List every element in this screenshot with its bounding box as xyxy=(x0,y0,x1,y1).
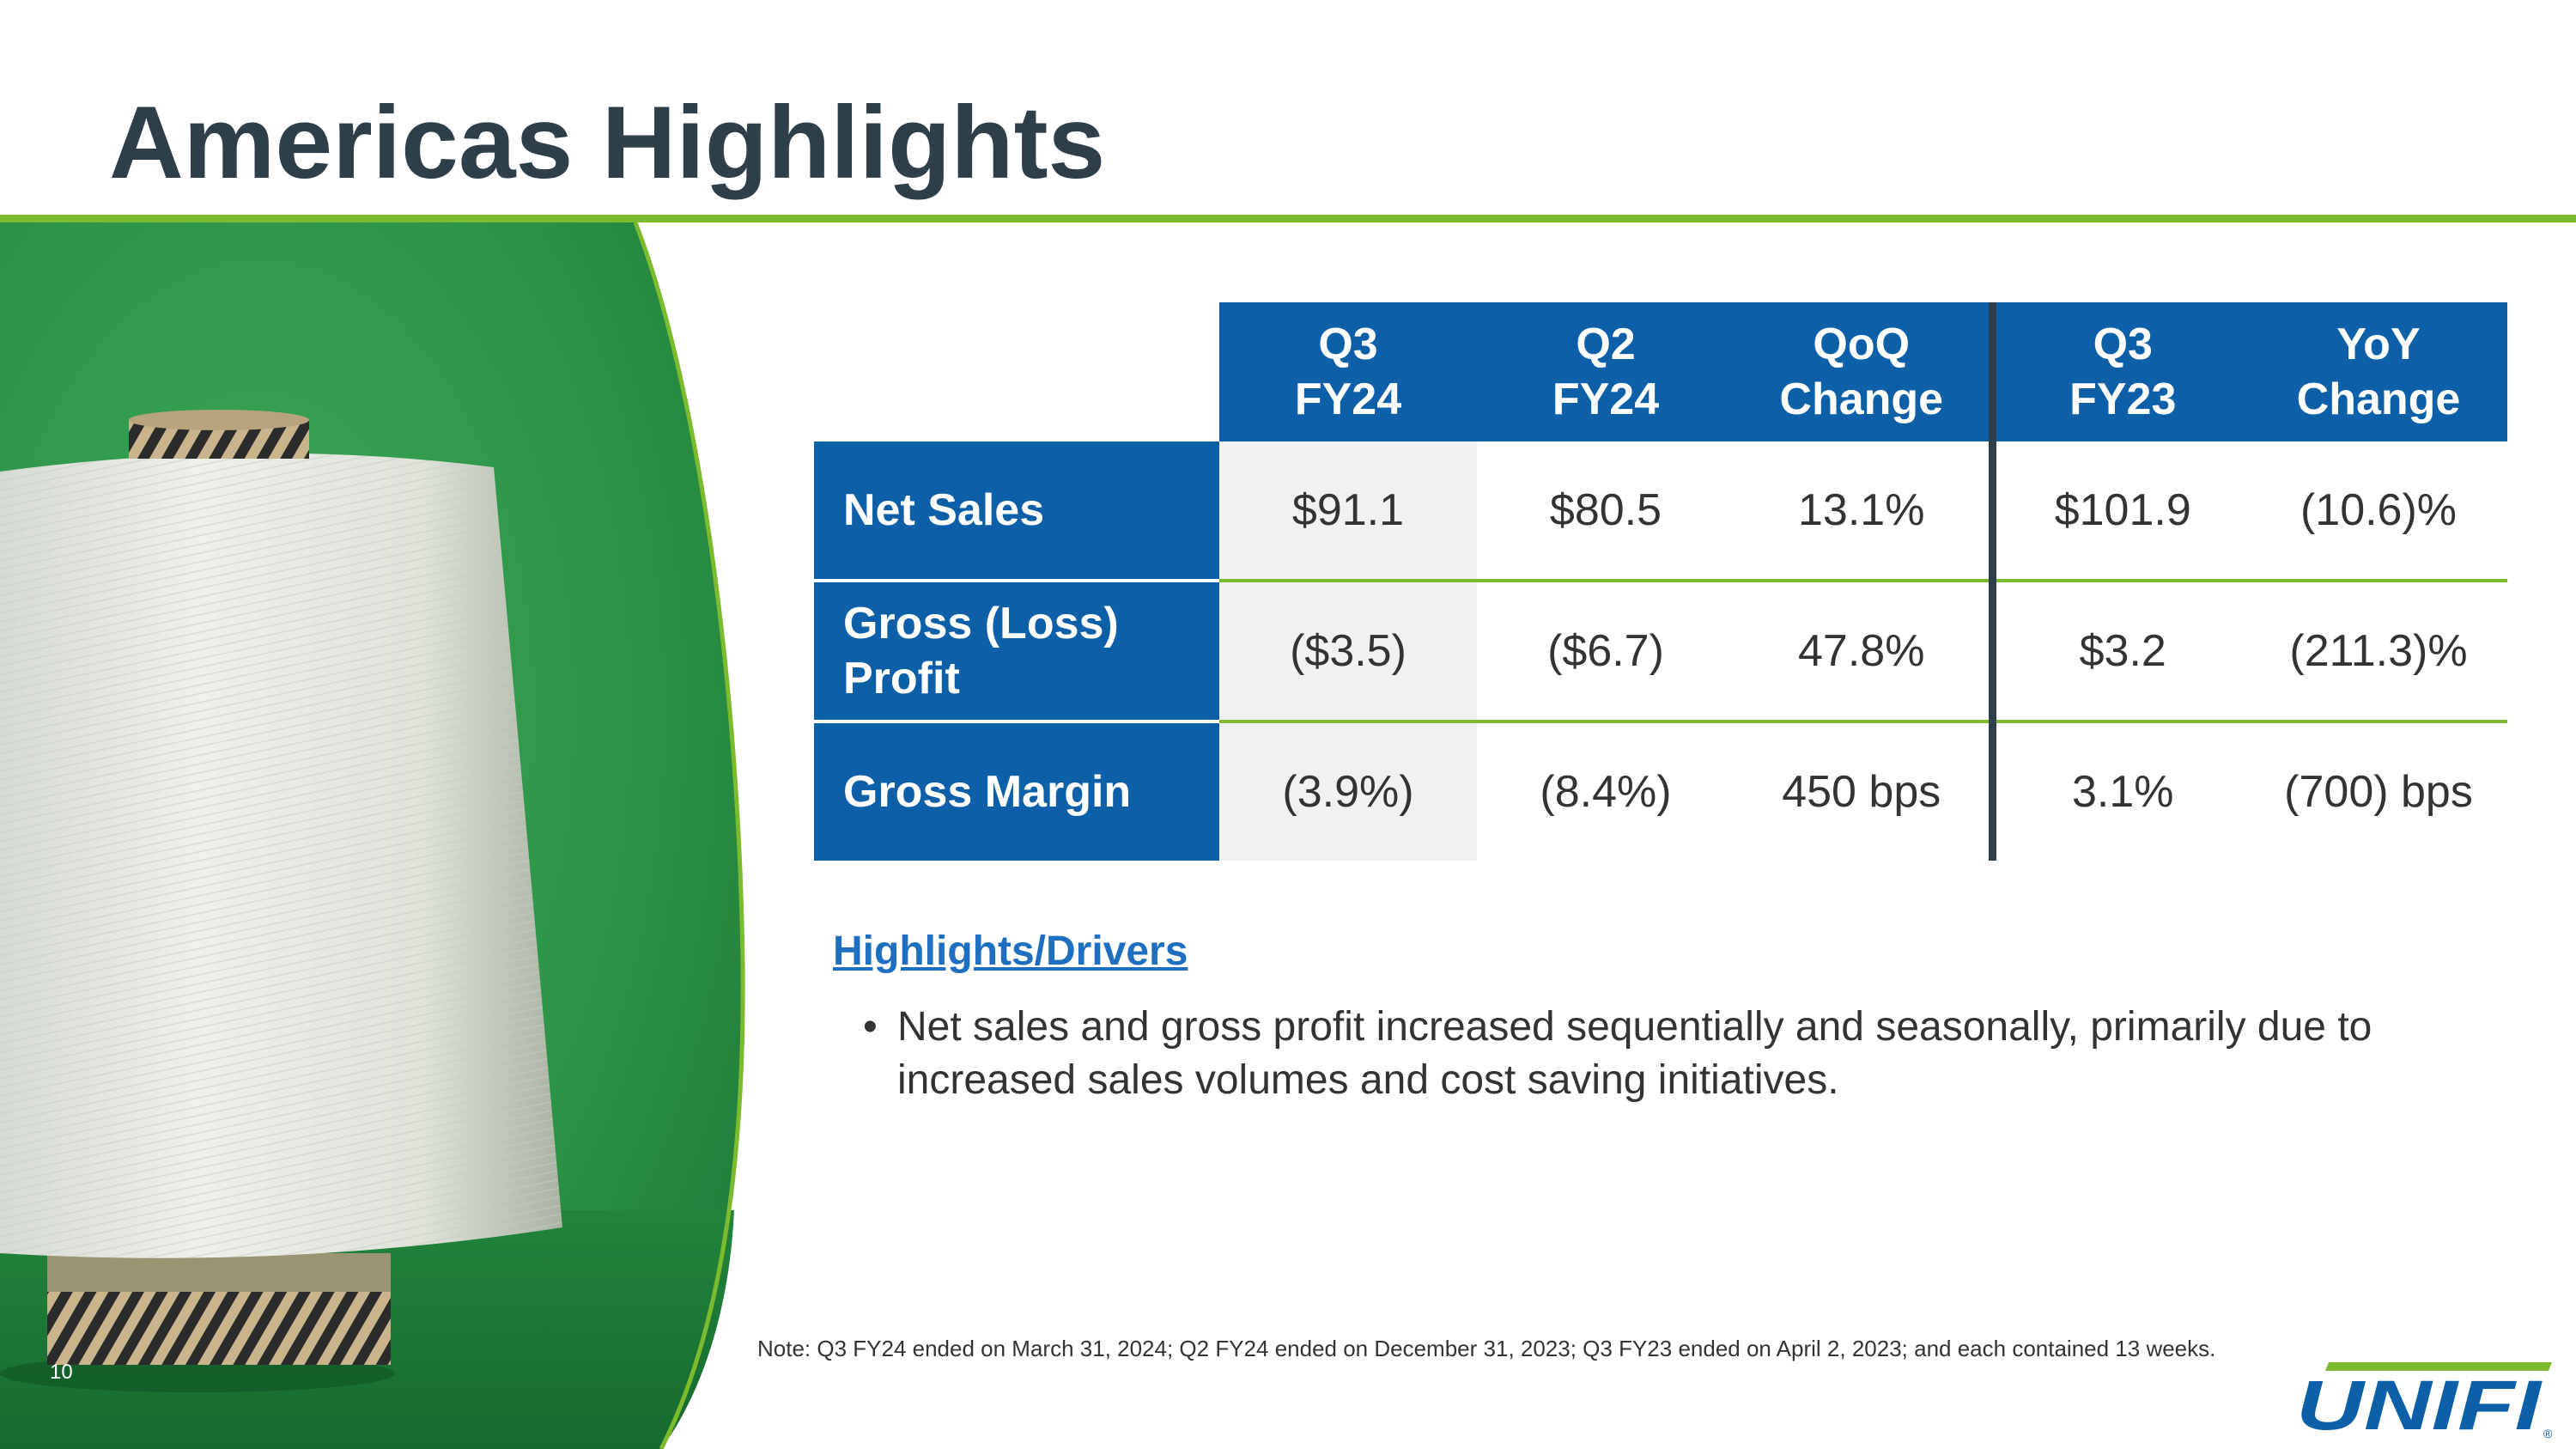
table-cell: $3.2 xyxy=(1988,581,2250,723)
table-cell: 13.1% xyxy=(1735,441,1992,582)
table-cell: 47.8% xyxy=(1735,581,1992,723)
table-cell: (10.6)% xyxy=(2250,441,2507,582)
table-cell: (8.4%) xyxy=(1540,767,1672,817)
table-cell: 3.1% xyxy=(1988,721,2250,861)
logo-green-bar xyxy=(2325,1362,2552,1371)
table-row-gross-margin: Gross Margin (3.9%) (8.4%) 450 bps 3.1% … xyxy=(814,721,2507,861)
footnote: Note: Q3 FY24 ended on March 31, 2024; Q… xyxy=(757,1336,2216,1361)
americas-highlights-table: Q3 FY24 Q2 FY24 QoQ Change Q3 FY23 YoY Change… xyxy=(814,302,2507,861)
table-header-row: Q3 FY24 Q2 FY24 QoQ Change Q3 FY23 YoY Change xyxy=(814,302,2507,441)
highlights-bullet-list: Net sales and gross profit increased seq… xyxy=(863,1001,2426,1107)
table-cell: (700) bps xyxy=(2284,767,2473,817)
table-cell: (211.3)% xyxy=(2250,581,2507,723)
page-number: 10 xyxy=(50,1361,73,1384)
highlights-drivers-heading: Highlights/Drivers xyxy=(833,928,1188,974)
table-cell: 450 bps xyxy=(1782,767,1941,817)
logo-wordmark: UNIFI xyxy=(2296,1367,2543,1440)
header-corner xyxy=(814,302,1219,441)
col-header-yoy-change: YoY Change xyxy=(2250,302,2507,441)
table-cell: $80.5 xyxy=(1477,441,1735,582)
row-label: Net Sales xyxy=(814,441,1219,582)
table-row-net-sales: Net Sales $91.1 $80.5 13.1% $101.9 (10.6… xyxy=(814,441,2507,582)
unifi-logo: UNIFI ® xyxy=(2296,1362,2553,1440)
table-cell: $91.1 xyxy=(1219,441,1477,582)
table-cell: ($6.7) xyxy=(1477,581,1735,723)
yarn-cone-photo xyxy=(0,222,745,1449)
row-label: Gross Margin xyxy=(814,721,1219,861)
col-header-qoq-change: QoQ Change xyxy=(1735,302,1992,441)
table-cell: $101.9 xyxy=(1988,441,2250,582)
table-cell: ($3.5) xyxy=(1219,581,1477,723)
table-cell: (3.9%) xyxy=(1219,721,1477,861)
col-header-q2-fy24: Q2 FY24 xyxy=(1477,302,1735,441)
logo-registered-mark: ® xyxy=(2543,1427,2553,1440)
col-header-q3-fy24: Q3 FY24 xyxy=(1219,302,1477,441)
col-header-q3-fy23: Q3 FY23 xyxy=(1988,302,2250,441)
highlight-bullet: Net sales and gross profit increased seq… xyxy=(863,1001,2426,1107)
slide-title: Americas Highlights xyxy=(109,85,1106,200)
table-row-gross-profit: Gross (Loss) Profit ($3.5) ($6.7) 47.8% $… xyxy=(814,581,2507,723)
row-label: Gross (Loss) Profit xyxy=(814,581,1219,723)
title-divider xyxy=(0,215,2576,222)
